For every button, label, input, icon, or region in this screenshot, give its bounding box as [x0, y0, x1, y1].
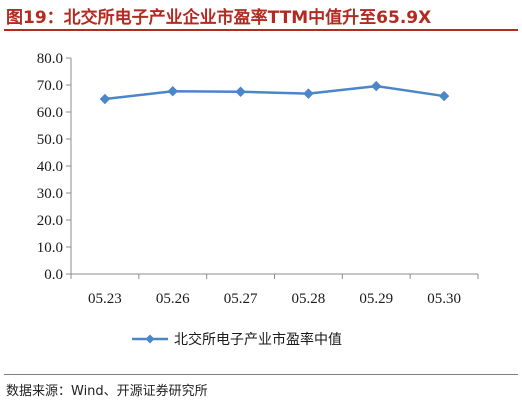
y-tick-label: 10.0	[37, 240, 63, 256]
y-tick-label: 0.0	[44, 267, 63, 283]
y-tick-label: 30.0	[37, 186, 63, 202]
figure-title: 图19：北交所电子产业企业市盈率TTM中值升至65.9X	[6, 8, 432, 28]
y-tick-label: 80.0	[37, 51, 63, 67]
x-tick-label: 05.26	[156, 291, 190, 307]
y-axis: 0.0 10.0 20.0 30.0 40.0 50.0 60.0 70.0 80.0	[37, 51, 72, 283]
data-point-marker	[235, 86, 246, 97]
legend-marker	[145, 334, 155, 344]
y-tick-label: 50.0	[37, 132, 63, 148]
data-point-marker	[371, 80, 382, 92]
plot-area	[99, 80, 450, 105]
data-point-marker	[99, 93, 111, 105]
title-underline	[4, 29, 518, 31]
x-tick-label: 05.29	[359, 291, 393, 307]
data-point-marker	[167, 86, 178, 97]
data-source-note: 数据来源：Wind、开源证券研究所	[6, 384, 208, 399]
x-tick-label: 05.30	[427, 291, 461, 307]
chart-legend: 北交所电子产业市盈率中值	[132, 331, 342, 348]
x-axis: 05.23 05.26 05.27 05.28 05.29 05.30	[70, 273, 479, 307]
x-tick-label: 05.27	[224, 291, 258, 307]
y-tick-label: 40.0	[37, 159, 63, 175]
line-chart: 0.0 10.0 20.0 30.0 40.0 50.0 60.0 70.0 80.0 05.2…	[37, 51, 479, 348]
y-tick-label: 70.0	[37, 78, 63, 94]
data-point-marker	[438, 90, 450, 102]
x-tick-label: 05.23	[88, 291, 122, 307]
series-line	[104, 84, 445, 101]
legend-label: 北交所电子产业市盈率中值	[174, 331, 342, 348]
x-tick-label: 05.28	[292, 291, 326, 307]
y-tick-label: 20.0	[37, 213, 63, 229]
data-point-marker	[303, 88, 314, 99]
source-divider	[4, 374, 518, 375]
y-tick-label: 60.0	[37, 105, 63, 121]
